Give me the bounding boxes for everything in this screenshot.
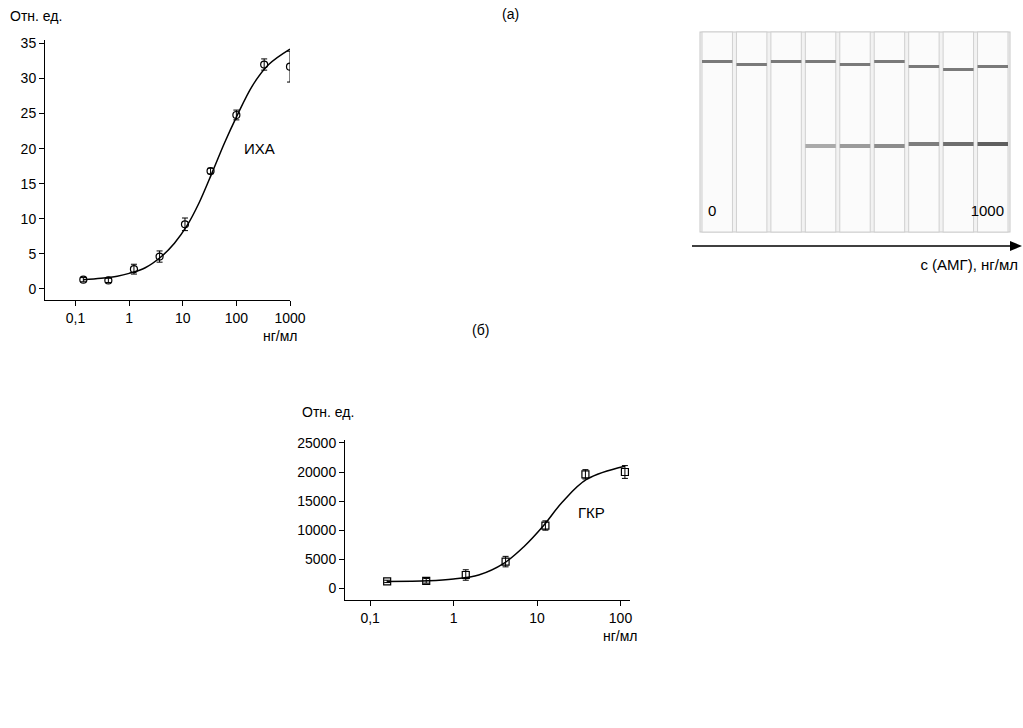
svg-text:100: 100: [225, 310, 249, 326]
svg-text:15: 15: [21, 176, 37, 192]
svg-text:10000: 10000: [297, 522, 336, 538]
svg-text:20000: 20000: [297, 464, 336, 480]
svg-text:(б): (б): [472, 322, 489, 338]
svg-text:100: 100: [609, 610, 633, 626]
svg-text:1: 1: [450, 610, 458, 626]
svg-text:10: 10: [529, 610, 545, 626]
svg-text:0: 0: [28, 281, 36, 297]
svg-text:c (АМГ), нг/мл: c (АМГ), нг/мл: [920, 256, 1018, 273]
svg-text:25000: 25000: [297, 435, 336, 451]
svg-text:0: 0: [708, 202, 716, 219]
svg-text:5000: 5000: [305, 551, 336, 567]
svg-text:1: 1: [125, 310, 133, 326]
svg-text:30: 30: [21, 70, 37, 86]
svg-text:15000: 15000: [297, 493, 336, 509]
svg-text:35: 35: [21, 35, 37, 51]
svg-text:Отн. ед.: Отн. ед.: [302, 404, 354, 420]
svg-text:(а): (а): [502, 6, 519, 22]
svg-text:10: 10: [21, 211, 37, 227]
svg-text:0,1: 0,1: [360, 610, 380, 626]
svg-text:0,1: 0,1: [66, 310, 86, 326]
svg-text:нг/мл: нг/мл: [263, 328, 298, 344]
svg-text:5: 5: [28, 246, 36, 262]
svg-text:0: 0: [328, 580, 336, 596]
svg-text:1000: 1000: [971, 202, 1004, 219]
svg-text:25: 25: [21, 105, 37, 121]
svg-text:1000: 1000: [274, 310, 305, 326]
svg-text:нг/мл: нг/мл: [603, 628, 638, 644]
svg-text:Отн. ед.: Отн. ед.: [10, 8, 62, 24]
svg-text:ГКР: ГКР: [578, 504, 605, 521]
svg-text:ИХА: ИХА: [244, 140, 275, 157]
svg-text:20: 20: [21, 141, 37, 157]
svg-text:10: 10: [175, 310, 191, 326]
